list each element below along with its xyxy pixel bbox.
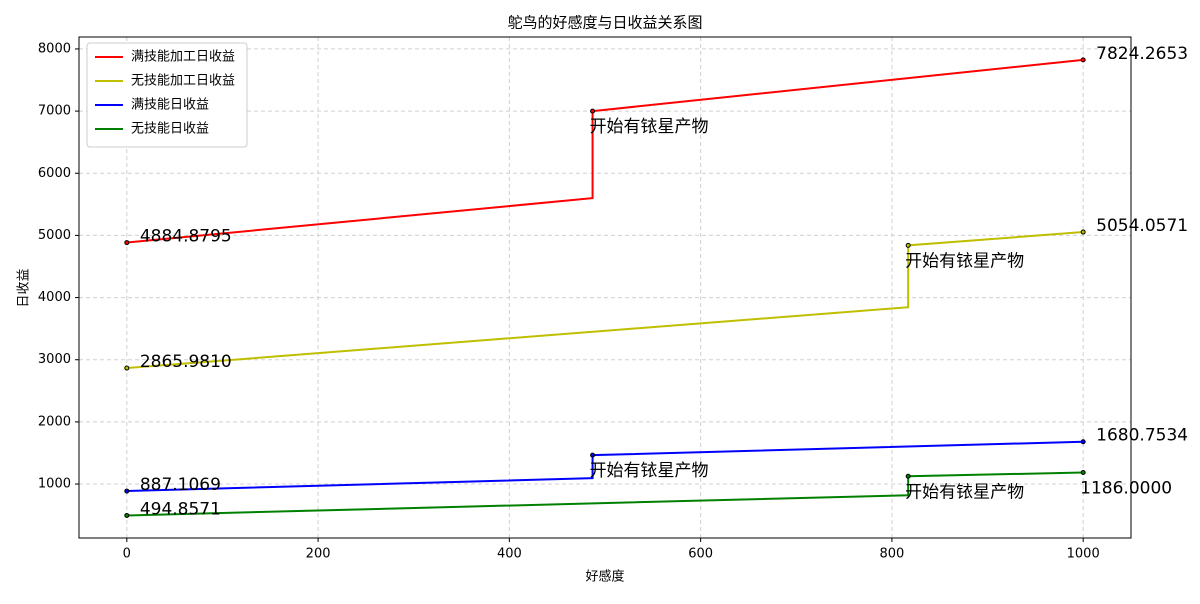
x-tick-label: 600 [688, 547, 713, 562]
x-axis-label: 好感度 [585, 569, 624, 585]
y-tick-label: 8000 [38, 41, 71, 56]
value-label: 5054.0571 [1096, 216, 1188, 236]
x-tick-label: 400 [497, 547, 522, 562]
value-label: 494.8571 [140, 499, 221, 519]
y-tick-label: 6000 [38, 166, 71, 181]
y-tick-label: 7000 [38, 104, 71, 119]
point-marker [1080, 229, 1086, 235]
y-tick-label: 3000 [38, 352, 71, 367]
point-marker [590, 108, 596, 114]
point-marker [1080, 439, 1086, 445]
y-tick-label: 4000 [38, 290, 71, 305]
y-tick-label: 2000 [38, 414, 71, 429]
annotation: 开始有铱星产物 [590, 117, 709, 137]
point-marker [590, 452, 596, 458]
point-marker [124, 240, 130, 246]
x-tick-label: 0 [123, 547, 131, 562]
value-label: 1680.7534 [1096, 426, 1188, 446]
plot-frame [78, 36, 1132, 539]
legend-label: 满技能日收益 [131, 98, 209, 113]
x-tick-label: 200 [306, 547, 331, 562]
legend-label: 无技能加工日收益 [131, 74, 235, 89]
point-marker [905, 242, 911, 248]
legend-box [86, 42, 248, 148]
legend-label: 满技能加工日收益 [131, 50, 235, 65]
series-line [126, 58, 1084, 244]
point-marker [124, 365, 130, 371]
y-tick-label: 1000 [38, 477, 71, 492]
value-label: 1186.0000 [1080, 478, 1172, 498]
x-tick-label: 800 [879, 547, 904, 562]
point-marker [124, 488, 130, 494]
legend-label: 无技能日收益 [131, 122, 209, 137]
annotation: 开始有铱星产物 [590, 461, 709, 481]
value-label: 887.1069 [140, 475, 221, 495]
point-marker [905, 473, 911, 479]
value-label: 4884.8795 [140, 227, 232, 247]
value-label: 2865.9810 [140, 352, 232, 372]
point-marker [1080, 469, 1086, 475]
annotation: 开始有铱星产物 [905, 251, 1024, 271]
y-tick-label: 5000 [38, 228, 71, 243]
series-line [126, 231, 1084, 370]
series-line [126, 471, 1084, 517]
point-marker [124, 512, 130, 518]
chart-title: 鸵鸟的好感度与日收益关系图 [507, 14, 702, 32]
value-label: 7824.2653 [1096, 44, 1188, 64]
x-tick-label: 1000 [1067, 547, 1100, 562]
series-line [126, 440, 1084, 493]
point-marker [1080, 57, 1086, 63]
annotation: 开始有铱星产物 [905, 482, 1024, 502]
y-axis-label: 日收益 [17, 268, 32, 307]
